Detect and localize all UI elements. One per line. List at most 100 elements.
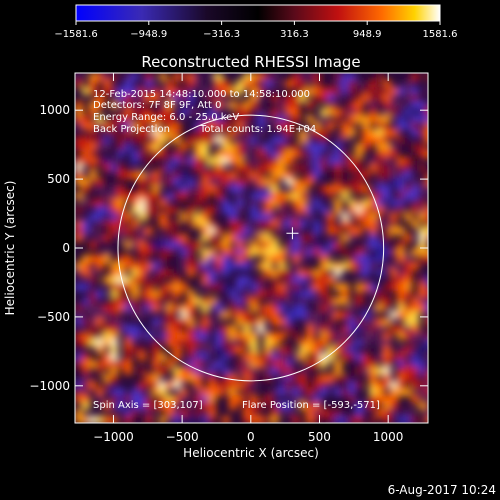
- heatmap-cell: [348, 220, 356, 228]
- heatmap-cell: [187, 241, 195, 249]
- heatmap-cell: [383, 395, 391, 403]
- colorbar-gradient: [75, 4, 441, 22]
- heatmap-cell: [75, 381, 83, 389]
- heatmap-cell: [264, 199, 272, 207]
- heatmap-cell: [369, 220, 377, 228]
- heatmap-cell: [194, 360, 202, 368]
- heatmap-cell: [383, 136, 391, 144]
- heatmap-cell: [341, 108, 349, 116]
- heatmap-cell: [89, 339, 97, 347]
- heatmap-cell: [306, 129, 314, 137]
- heatmap-cell: [131, 269, 139, 277]
- heatmap-cell: [292, 178, 300, 186]
- heatmap-cell: [425, 136, 428, 144]
- heatmap-cell: [425, 115, 428, 123]
- x-tick-label: 1000: [373, 430, 404, 444]
- heatmap-cell: [376, 367, 384, 375]
- heatmap-cell: [271, 339, 279, 347]
- heatmap-cell: [418, 129, 426, 137]
- heatmap-cell: [131, 402, 139, 410]
- heatmap-cell: [362, 171, 370, 179]
- heatmap-cell: [306, 136, 314, 144]
- heatmap-cell: [425, 290, 428, 298]
- heatmap-cell: [166, 402, 174, 410]
- heatmap-cell: [187, 157, 195, 165]
- heatmap-cell: [201, 157, 209, 165]
- heatmap-cell: [264, 150, 272, 158]
- heatmap-cell: [369, 108, 377, 116]
- heatmap-cell: [131, 73, 139, 81]
- heatmap-cell: [208, 206, 216, 214]
- heatmap-cell: [327, 276, 335, 284]
- heatmap-cell: [306, 388, 314, 396]
- heatmap-cell: [173, 318, 181, 326]
- heatmap-cell: [257, 150, 265, 158]
- heatmap-cell: [292, 248, 300, 256]
- heatmap-cell: [103, 220, 111, 228]
- heatmap-cell: [89, 129, 97, 137]
- heatmap-cell: [236, 80, 244, 88]
- heatmap-cell: [159, 381, 167, 389]
- heatmap-cell: [306, 346, 314, 354]
- heatmap-cell: [313, 318, 321, 326]
- heatmap-cell: [404, 122, 412, 130]
- heatmap-cell: [341, 185, 349, 193]
- heatmap-cell: [222, 269, 230, 277]
- heatmap-cell: [257, 94, 265, 102]
- heatmap-cell: [390, 325, 398, 333]
- heatmap-cell: [124, 108, 132, 116]
- heatmap-cell: [292, 164, 300, 172]
- heatmap-cell: [236, 164, 244, 172]
- heatmap-cell: [271, 185, 279, 193]
- heatmap-cell: [180, 108, 188, 116]
- heatmap-cell: [215, 332, 223, 340]
- heatmap-cell: [397, 346, 405, 354]
- heatmap-cell: [89, 164, 97, 172]
- heatmap-cell: [96, 255, 104, 263]
- heatmap-cell: [152, 143, 160, 151]
- heatmap-cell: [138, 241, 146, 249]
- heatmap-cell: [313, 325, 321, 333]
- heatmap-cell: [208, 416, 216, 423]
- heatmap-cell: [229, 129, 237, 137]
- heatmap-cell: [180, 339, 188, 347]
- heatmap-cell: [348, 234, 356, 242]
- heatmap-cell: [138, 150, 146, 158]
- heatmap-cell: [271, 353, 279, 361]
- heatmap-cell: [82, 255, 90, 263]
- heatmap-cell: [264, 332, 272, 340]
- heatmap-cell: [82, 304, 90, 312]
- y-axis-label: Heliocentric Y (arcsec): [3, 181, 17, 316]
- heatmap-cell: [418, 367, 426, 375]
- heatmap-cell: [110, 87, 118, 95]
- heatmap-cell: [355, 101, 363, 109]
- heatmap-cell: [362, 87, 370, 95]
- heatmap-cell: [383, 171, 391, 179]
- heatmap-cell: [152, 290, 160, 298]
- heatmap-cell: [348, 339, 356, 347]
- heatmap-cell: [271, 164, 279, 172]
- heatmap-cell: [418, 150, 426, 158]
- heatmap-cell: [208, 122, 216, 130]
- colorbar-tick-label: 1581.6: [423, 29, 458, 40]
- heatmap-cell: [285, 248, 293, 256]
- heatmap-cell: [194, 129, 202, 137]
- heatmap-cell: [313, 409, 321, 417]
- heatmap-cell: [355, 199, 363, 207]
- heatmap-cell: [166, 101, 174, 109]
- heatmap-cell: [299, 80, 307, 88]
- heatmap-cell: [201, 150, 209, 158]
- heatmap-cell: [264, 248, 272, 256]
- heatmap-cell: [103, 136, 111, 144]
- heatmap-cell: [362, 318, 370, 326]
- heatmap-cell: [82, 150, 90, 158]
- heatmap-cell: [229, 304, 237, 312]
- heatmap-cell: [418, 213, 426, 221]
- heatmap-cell: [110, 325, 118, 333]
- heatmap-cell: [75, 73, 83, 81]
- heatmap-cell: [271, 255, 279, 263]
- heatmap-cell: [250, 367, 258, 375]
- heatmap-cell: [89, 290, 97, 298]
- heatmap-cell: [383, 220, 391, 228]
- heatmap-cell: [341, 416, 349, 423]
